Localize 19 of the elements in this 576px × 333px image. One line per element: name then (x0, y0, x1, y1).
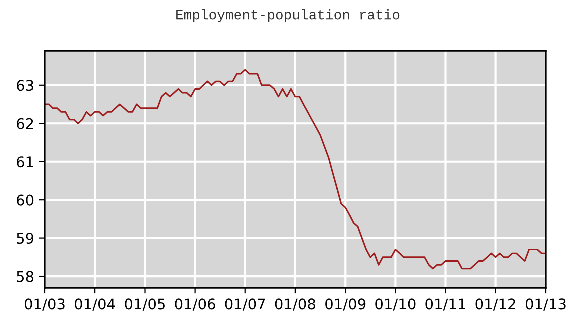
y-tick-label: 63 (17, 80, 34, 92)
x-tick-label: 01/05 (125, 298, 165, 311)
y-tick-label: 58 (17, 271, 34, 282)
x-tick-label: 01/07 (225, 298, 266, 311)
y-tick-label: 60 (17, 194, 34, 206)
y-tick-label: 62 (17, 118, 34, 130)
line-series (45, 69, 546, 270)
x-tick-label: 01/13 (526, 298, 566, 311)
x-tick-label: 01/03 (24, 298, 65, 311)
x-tick-label: 01/08 (275, 298, 316, 311)
chart-title: Employment-population ratio (176, 10, 400, 22)
x-tick-label: 01/06 (175, 298, 216, 311)
x-tick-label: 01/11 (426, 298, 466, 311)
y-tick-label: 61 (17, 156, 34, 168)
y-tick-label: 59 (17, 233, 34, 244)
x-tick-label: 01/12 (476, 298, 516, 311)
x-tick-label: 01/09 (326, 298, 366, 311)
x-tick-label: 01/04 (75, 298, 116, 311)
x-tick-label: 01/10 (376, 298, 416, 311)
